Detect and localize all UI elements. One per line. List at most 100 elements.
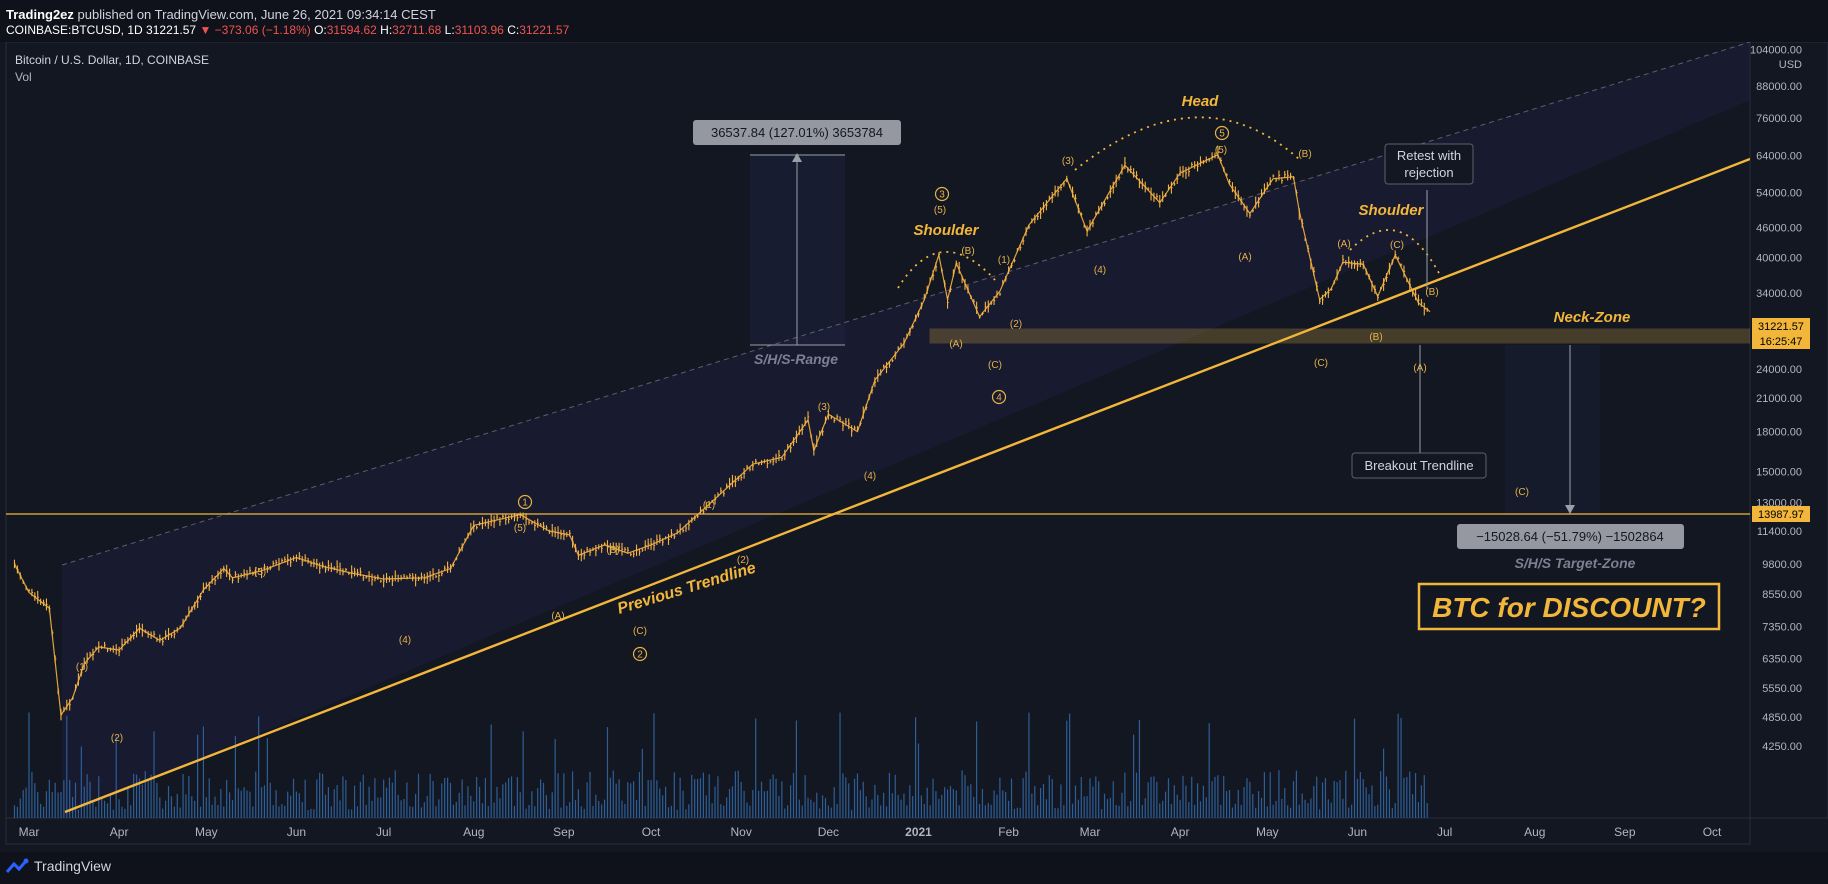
channel-midline (61, 42, 1750, 566)
countdown-label: 16:25:47 (1760, 336, 1803, 348)
neck-zone-label: Neck-Zone (1554, 309, 1631, 326)
target-box (1505, 345, 1600, 515)
wave-circle-label: 4 (996, 393, 1002, 404)
wave-label: (4) (1094, 265, 1106, 276)
countdown-tag (1752, 334, 1810, 349)
x-tick-label: Dec (818, 825, 839, 839)
y-tick-label: 4250.00 (1762, 741, 1802, 753)
wave-circle-label: 5 (1219, 129, 1225, 140)
symbol-label[interactable]: COINBASE:BTCUSD, 1D (6, 23, 143, 37)
tradingview-logo-icon[interactable] (6, 858, 30, 876)
y-tick-label: 9800.00 (1762, 559, 1802, 571)
x-tick-label: 2021 (905, 825, 932, 839)
wave-label: (3) (254, 567, 266, 578)
shoulder-left-label: Shoulder (913, 222, 979, 239)
x-tick-label: Jul (376, 825, 391, 839)
wave-label: (2) (111, 733, 123, 744)
x-tick-label: Oct (1703, 825, 1722, 839)
breakout-box[interactable] (1351, 452, 1487, 479)
y-tick-label: 4850.00 (1762, 712, 1802, 724)
legend-volume[interactable]: Vol (15, 70, 32, 84)
y-tick-label: 40000.00 (1756, 253, 1802, 265)
legend-title[interactable]: Bitcoin / U.S. Dollar, 1D, COINBASE (15, 53, 209, 67)
wave-label: (A) (1337, 239, 1350, 250)
wave-circle-icon (632, 646, 648, 662)
y-tick-label: 6350.00 (1762, 654, 1802, 666)
high-label: H: (380, 23, 393, 37)
shs-target-label: S/H/S Target-Zone (1515, 555, 1636, 571)
low-value: 31103.96 (454, 23, 504, 37)
wave-label: (A) (1413, 363, 1426, 374)
measure-top-box[interactable] (693, 120, 901, 145)
wave-circle-icon (991, 389, 1007, 405)
footer-bar (0, 852, 1828, 884)
head-label: Head (1182, 93, 1220, 110)
low-label: L: (444, 23, 455, 37)
last-price: 31221.57 (146, 23, 197, 37)
wave-label: (A) (949, 339, 962, 350)
y-tick-label: 11400.00 (1757, 526, 1802, 538)
price-chart[interactable]: 104000.00 88000.00 76000.00 64000.00 54000.0… (0, 42, 1828, 852)
wave-circle-icon (517, 494, 533, 510)
wave-label: (C) (1515, 487, 1529, 498)
published-text: published on TradingView.com, June 26, 2… (77, 7, 436, 22)
y-tick-label: 21000.00 (1756, 393, 1802, 405)
measure-bottom-text: −15028.64 (−51.79%) −1502864 (1476, 529, 1664, 544)
x-tick-labels: Mar Apr May Jun Jul Aug Sep Oct Nov Dec 2021 Feb Mar… (19, 825, 1722, 839)
retest-box[interactable] (1384, 143, 1474, 185)
range-arrow-head (792, 153, 802, 162)
wave-circle-label: 2 (637, 650, 643, 661)
wave-label: (B) (961, 246, 974, 257)
x-tick-label: Apr (110, 825, 129, 839)
wave-label: (1) (703, 500, 715, 511)
y-unit-label: USD (1779, 59, 1802, 71)
wave-label: (2) (737, 555, 749, 566)
previous-trendline[interactable] (64, 157, 1750, 814)
time-axis[interactable] (5, 817, 1751, 845)
retest-text-2: rejection (1404, 165, 1453, 180)
chart-header: Trading2ez published on TradingView.com,… (0, 0, 1828, 42)
wave-label: (A) (551, 611, 564, 622)
discount-box[interactable] (1417, 582, 1721, 631)
y-tick-label: 18000.00 (1756, 427, 1802, 439)
x-tick-label: Mar (19, 825, 40, 839)
y-tick-label: 64000.00 (1756, 150, 1802, 162)
wave-label: (A) (1238, 252, 1251, 263)
wave-circle-label: 3 (939, 190, 945, 201)
wave-circle-icon (934, 186, 950, 202)
neck-zone-box (929, 328, 1750, 344)
x-tick-label: Aug (1524, 825, 1545, 839)
wave-label: (5) (934, 205, 946, 216)
y-tick-label: 76000.00 (1756, 113, 1802, 125)
x-tick-label: Jun (287, 825, 306, 839)
x-tick-label: Jul (1437, 825, 1452, 839)
x-tick-label: Jun (1348, 825, 1367, 839)
wave-label: (2) (1010, 319, 1022, 330)
y-tick-label: 34000.00 (1756, 288, 1802, 300)
open-label: O: (314, 23, 327, 37)
x-tick-label: May (1256, 825, 1279, 839)
x-tick-label: Apr (1171, 825, 1190, 839)
target-arrow-head (1565, 505, 1575, 514)
wave-label: (C) (1314, 358, 1328, 369)
discount-text: BTC for DISCOUNT? (1432, 592, 1706, 623)
y-tick-label: 54000.00 (1756, 187, 1802, 199)
wave-label: (C) (1390, 240, 1404, 251)
price-axis[interactable] (1749, 42, 1828, 819)
x-tick-label: Sep (1614, 825, 1636, 839)
measure-bottom-box[interactable] (1457, 524, 1684, 549)
wave-label: (4) (864, 471, 876, 482)
wave-label: (5) (514, 523, 526, 534)
support-price-label: 13987.97 (1758, 509, 1804, 521)
y-tick-label: 7350.00 (1762, 622, 1802, 634)
x-tick-label: May (195, 825, 218, 839)
tradingview-brand[interactable]: TradingView (34, 858, 112, 874)
x-tick-label: Nov (731, 825, 752, 839)
open-value: 31594.62 (326, 23, 377, 37)
x-tick-label: Feb (998, 825, 1019, 839)
publisher-name[interactable]: Trading2ez (6, 7, 74, 22)
price-line (13, 153, 1431, 717)
current-price-label: 31221.57 (1758, 321, 1804, 333)
retest-text-1: Retest with (1397, 148, 1461, 163)
y-tick-label: 46000.00 (1756, 222, 1802, 234)
